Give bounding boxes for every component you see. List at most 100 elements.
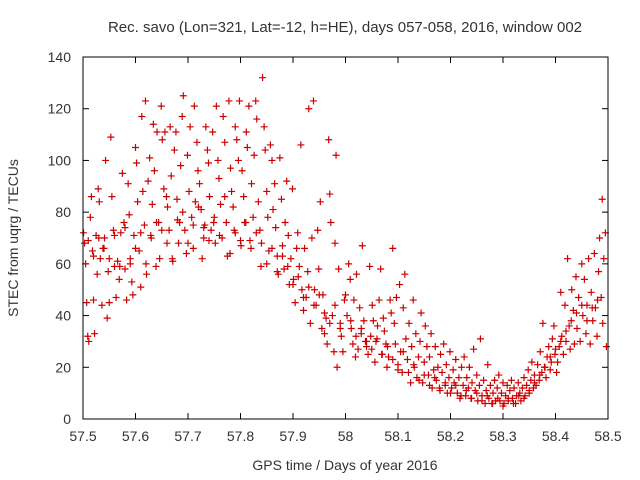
data-point (203, 146, 211, 154)
data-point (284, 231, 292, 239)
data-point (160, 185, 168, 193)
data-point (410, 361, 418, 369)
data-point (234, 156, 242, 164)
data-point (354, 345, 362, 353)
data-point (202, 123, 210, 131)
data-point (137, 283, 145, 291)
data-point (440, 340, 448, 348)
data-point (403, 356, 411, 364)
data-point (483, 392, 491, 400)
data-point (116, 262, 124, 270)
data-point (524, 366, 532, 374)
data-point (486, 381, 494, 389)
data-point (531, 379, 538, 387)
data-point (216, 231, 223, 239)
data-point (237, 237, 244, 245)
data-point (283, 177, 291, 185)
data-point (495, 371, 503, 379)
data-point (121, 224, 129, 232)
data-point (221, 193, 229, 201)
data-point (276, 154, 284, 162)
data-point (168, 255, 176, 263)
x-tick-label: 57.8 (227, 428, 254, 444)
data-point (564, 255, 572, 263)
data-point (579, 312, 587, 320)
data-point (167, 172, 175, 180)
data-point (158, 136, 166, 144)
data-point (437, 350, 445, 358)
data-point (225, 97, 233, 105)
data-point (191, 198, 199, 206)
data-point (134, 198, 142, 206)
data-point (557, 337, 565, 345)
y-tick-label: 80 (55, 204, 71, 220)
data-point (253, 115, 261, 123)
data-point (242, 218, 250, 226)
data-point (137, 229, 145, 237)
data-point (149, 120, 157, 128)
data-point (219, 112, 227, 120)
data-point (367, 332, 375, 340)
data-point (547, 358, 555, 366)
data-point (143, 270, 151, 278)
data-point (507, 376, 515, 384)
data-point (366, 262, 374, 270)
data-point (409, 296, 417, 304)
data-point (389, 244, 397, 252)
x-tick-label: 57.6 (122, 428, 149, 444)
data-point (205, 237, 213, 245)
data-point (141, 97, 149, 105)
data-point (238, 167, 246, 175)
data-point (158, 226, 166, 234)
data-point (473, 371, 481, 379)
data-point (585, 255, 593, 263)
data-point (573, 325, 581, 332)
data-point (546, 366, 554, 374)
data-point (419, 379, 427, 387)
data-point (178, 112, 186, 120)
data-point (468, 379, 476, 387)
data-point (221, 138, 229, 146)
data-point (259, 74, 267, 82)
data-point (181, 226, 189, 234)
data-point (222, 218, 230, 226)
data-point (108, 193, 116, 201)
data-point (279, 252, 286, 260)
data-point (447, 389, 454, 397)
data-point (514, 379, 522, 387)
data-point (305, 105, 313, 113)
data-point (214, 156, 222, 164)
chart-title: Rec. savo (Lon=321, Lat=-12, h=HE), days… (108, 19, 582, 36)
y-tick-label: 120 (48, 101, 72, 117)
data-point (493, 384, 501, 392)
data-point (557, 288, 565, 296)
data-point (129, 291, 137, 299)
y-tick-label: 140 (48, 49, 72, 65)
data-point (358, 242, 366, 250)
data-point (446, 348, 454, 356)
data-point (231, 229, 239, 237)
data-point (484, 361, 492, 369)
data-point (379, 314, 387, 322)
data-point (378, 350, 386, 358)
data-point (252, 97, 260, 105)
data-point (478, 397, 486, 405)
y-axis-label: STEC from uqrg / TECUs (5, 159, 21, 317)
data-point (146, 154, 154, 162)
data-point (470, 345, 478, 353)
data-point (369, 317, 377, 325)
data-point (235, 97, 243, 105)
data-point (80, 229, 88, 237)
data-point (310, 301, 318, 309)
data-point (105, 299, 113, 307)
data-point (386, 296, 394, 304)
data-point (583, 317, 591, 325)
data-point (249, 213, 257, 221)
data-point (506, 387, 514, 395)
data-point (399, 304, 407, 312)
data-point (295, 262, 303, 270)
data-point (550, 322, 558, 330)
data-point (363, 337, 370, 345)
data-point (561, 301, 569, 309)
